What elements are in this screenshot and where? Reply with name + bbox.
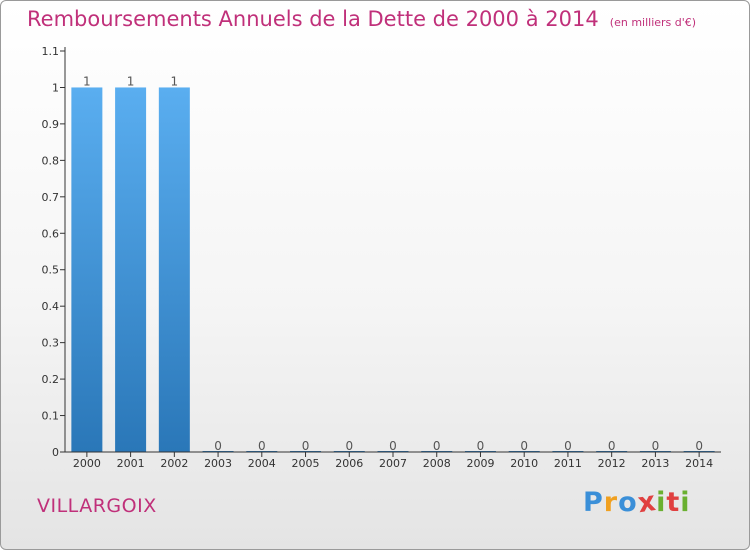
- x-tick-label-2003: 2003: [204, 457, 232, 470]
- bar-2000: [71, 87, 103, 453]
- data-label-2007: 0: [389, 439, 397, 453]
- y-tick-label-0: 0: [52, 446, 59, 459]
- data-label-2006: 0: [345, 439, 353, 453]
- x-tick-label-2009: 2009: [466, 457, 494, 470]
- x-tick-label-2006: 2006: [335, 457, 363, 470]
- y-tick-label-0.1: 0.1: [42, 410, 60, 423]
- bar-2002: [158, 87, 190, 453]
- chart-unit-label: (en milliers d'€): [609, 16, 697, 29]
- x-tick-label-2000: 2000: [73, 457, 101, 470]
- data-label-2010: 0: [520, 439, 528, 453]
- x-tick-label-2007: 2007: [379, 457, 407, 470]
- y-tick-label-1.1: 1.1: [42, 45, 60, 58]
- logo-letter: i: [656, 487, 667, 518]
- data-label-2014: 0: [695, 439, 703, 453]
- data-label-2013: 0: [652, 439, 660, 453]
- logo-letter: P: [583, 487, 604, 518]
- y-tick-label-0.7: 0.7: [42, 191, 60, 204]
- logo-letter: i: [680, 487, 691, 518]
- x-tick-label-2014: 2014: [685, 457, 713, 470]
- y-tick-label-0.8: 0.8: [42, 154, 60, 167]
- data-label-2003: 0: [214, 439, 222, 453]
- data-label-2000: 1: [83, 74, 91, 88]
- logo-letter: o: [618, 487, 638, 518]
- x-tick-label-2004: 2004: [248, 457, 276, 470]
- x-tick-label-2011: 2011: [554, 457, 582, 470]
- logo-letter: r: [603, 487, 619, 518]
- data-label-2009: 0: [477, 439, 485, 453]
- data-label-2001: 1: [127, 74, 135, 88]
- commune-name: VILLARGOIX: [37, 495, 157, 517]
- y-tick-label-0.9: 0.9: [42, 118, 60, 131]
- bar-2001: [115, 87, 147, 453]
- chart-title: Remboursements Annuels de la Dette de 20…: [27, 7, 696, 31]
- y-tick-label-0.4: 0.4: [42, 300, 60, 313]
- data-label-2005: 0: [302, 439, 310, 453]
- data-label-2008: 0: [433, 439, 441, 453]
- x-tick-label-2008: 2008: [423, 457, 451, 470]
- y-tick-label-0.5: 0.5: [42, 264, 60, 277]
- x-tick-label-2001: 2001: [117, 457, 145, 470]
- x-tick-label-2002: 2002: [160, 457, 188, 470]
- data-label-2012: 0: [608, 439, 616, 453]
- x-tick-label-2012: 2012: [598, 457, 626, 470]
- proxiti-logo: Proxiti: [583, 485, 691, 520]
- x-tick-label-2013: 2013: [641, 457, 669, 470]
- y-tick-label-0.6: 0.6: [42, 227, 60, 240]
- data-label-2011: 0: [564, 439, 572, 453]
- data-label-2004: 0: [258, 439, 266, 453]
- chart-title-text: Remboursements Annuels de la Dette de 20…: [27, 7, 599, 31]
- x-tick-label-2010: 2010: [510, 457, 538, 470]
- y-tick-label-0.3: 0.3: [42, 337, 60, 350]
- logo-letter: x: [635, 485, 659, 520]
- data-label-2002: 1: [171, 74, 179, 88]
- logo-letter: t: [666, 487, 681, 518]
- x-tick-label-2005: 2005: [292, 457, 320, 470]
- y-tick-label-1: 1: [52, 81, 59, 94]
- y-tick-label-0.2: 0.2: [42, 373, 60, 386]
